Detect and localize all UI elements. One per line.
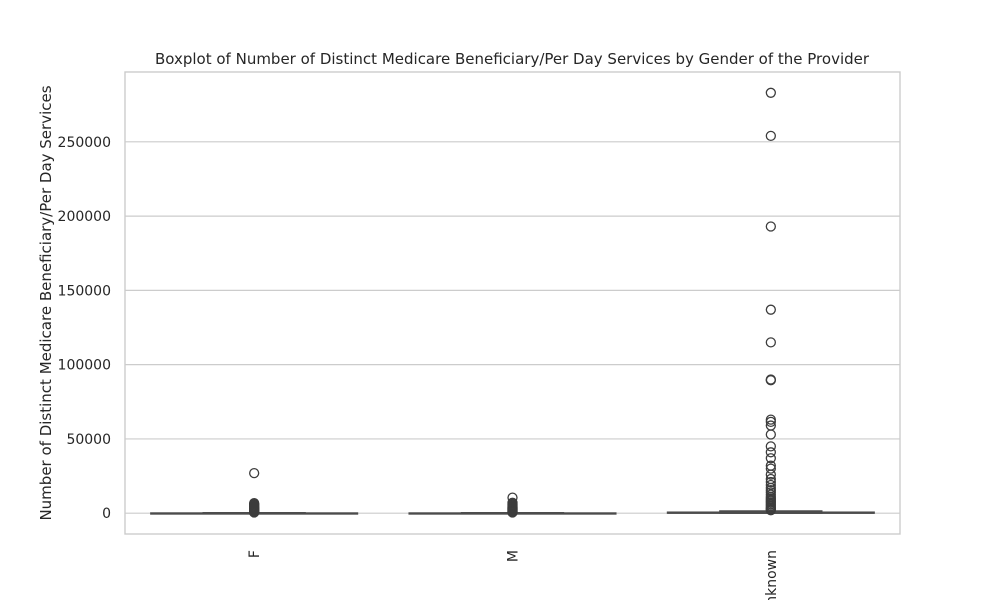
outlier-point [765,429,776,440]
outlier-point [765,221,776,232]
outlier-point [249,467,260,479]
x-tick-label: F [247,550,263,558]
outlier-point [765,130,776,142]
chart-title: Boxplot of Number of Distinct Medicare B… [155,50,870,68]
box-group [408,492,617,518]
outlier-point [765,416,776,427]
y-tick-label: 200000 [58,209,111,225]
x-tick-label: M [506,550,522,562]
outlier-point [765,476,776,488]
box-group [150,467,359,518]
outlier-point [765,463,776,474]
y-axis-label: Number of Distinct Medicare Beneficiary/… [37,85,55,520]
box-plots [150,87,875,518]
plot-frame [124,71,901,535]
grid-lines [125,141,900,514]
outlier-point [765,375,776,386]
outlier-point [765,469,776,480]
x-axis-ticks: F M Unknown [247,550,780,604]
outlier-point [765,441,776,452]
outlier-point [249,507,260,518]
x-tick-label: Unknown [764,550,780,600]
y-tick-label: 0 [102,506,111,522]
outlier-point [765,453,776,464]
outlier-point [765,479,776,491]
y-axis-ticks: 0 50000 100000 150000 200000 250000 [58,135,111,522]
outlier-point [765,304,776,315]
y-tick-label: 250000 [58,135,111,151]
outlier-point [507,507,518,518]
box-group [666,87,875,516]
outlier-point [765,447,776,458]
outlier-point [765,337,776,348]
y-tick-label: 100000 [58,358,111,374]
outlier-point [765,87,776,98]
y-tick-label: 50000 [66,432,111,448]
outlier-point [765,505,776,516]
y-tick-label: 150000 [58,283,111,299]
